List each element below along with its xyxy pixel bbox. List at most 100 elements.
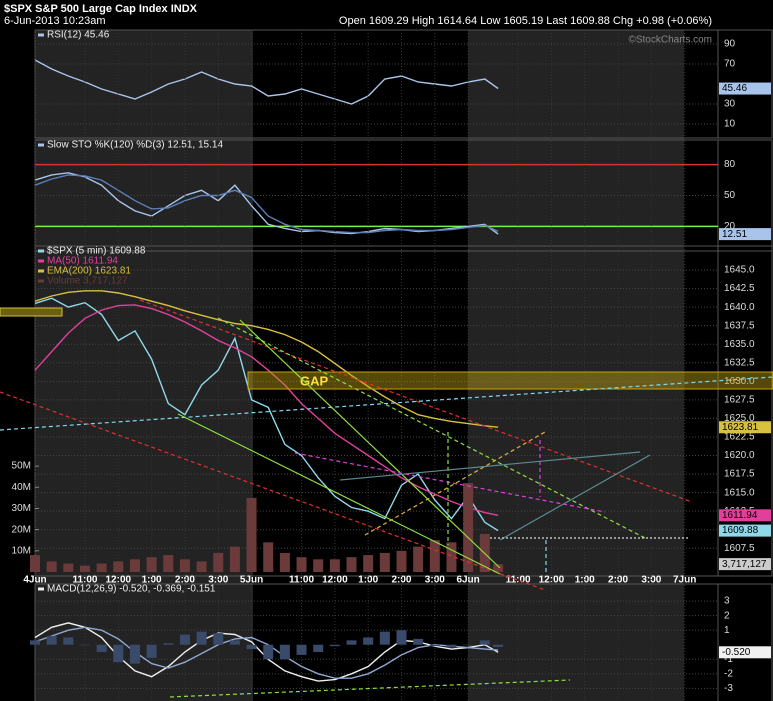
gap-zone	[247, 371, 773, 390]
bar	[429, 644, 440, 647]
last-value-box	[719, 509, 771, 522]
bar	[279, 552, 290, 572]
bar	[113, 561, 124, 572]
bar	[446, 542, 457, 572]
bar	[313, 559, 324, 572]
bar	[179, 559, 190, 572]
trendline	[239, 319, 501, 569]
y-tick-label: 1615.0	[724, 487, 755, 498]
bar	[96, 644, 107, 652]
bar	[246, 497, 257, 572]
series-line	[34, 290, 499, 428]
x-tick-label: 1:00	[575, 575, 595, 586]
trendline	[339, 451, 641, 481]
bar	[229, 640, 240, 645]
trendline	[0, 376, 773, 431]
bar	[279, 644, 290, 660]
bar	[46, 636, 57, 645]
bar	[229, 546, 240, 572]
bar	[96, 563, 107, 572]
x-tick-label: 12:00	[322, 575, 348, 586]
last-value-box	[719, 524, 771, 537]
bar	[313, 644, 324, 652]
bar	[379, 631, 390, 645]
bar	[30, 640, 40, 645]
last-value-box	[719, 646, 771, 659]
x-tick-label: 3:00	[425, 575, 445, 586]
last-value-box	[719, 228, 771, 241]
x-tick-label: 5Jun	[240, 575, 263, 586]
bar	[379, 552, 390, 572]
last-value-box	[719, 558, 771, 571]
bar	[129, 644, 140, 664]
bar	[79, 644, 90, 646]
y-tick-label: 70	[724, 59, 736, 70]
legend-entry: RSI(12) 45.46	[47, 30, 110, 41]
bar	[429, 540, 440, 572]
date: 6-Jun-2013 10:23am	[4, 15, 106, 27]
bar	[163, 643, 174, 645]
series-line	[34, 172, 499, 235]
y-tick-label: 1640.0	[724, 302, 755, 313]
y-tick-label: 1632.5	[724, 357, 755, 368]
y-tick-label: -1	[724, 654, 733, 665]
bar	[346, 640, 357, 645]
y-tick-label: 1	[724, 625, 730, 636]
legend-entry: $SPX (5 min) 1609.88	[47, 246, 146, 257]
last-value-label: 3,717,127	[722, 559, 767, 570]
x-tick-label: 7Jun	[673, 575, 696, 586]
x-tick-label: 2:00	[175, 575, 195, 586]
bar	[30, 555, 40, 572]
day-shade	[35, 30, 253, 701]
y2-tick-label: 40M	[12, 482, 31, 493]
y-tick-label: -3	[724, 683, 733, 694]
trendline	[499, 454, 651, 541]
bar	[413, 638, 424, 645]
last-value-box	[719, 82, 771, 95]
x-tick-label: 2:00	[391, 575, 411, 586]
series-line	[34, 174, 499, 234]
y2-tick-label: 10M	[12, 545, 31, 556]
bar	[213, 552, 224, 572]
x-tick-label: 4Jun	[23, 575, 46, 586]
bar	[446, 644, 457, 648]
bar	[129, 559, 140, 572]
bar	[413, 546, 424, 572]
bar	[363, 555, 374, 572]
credit: ©StockCharts.com	[628, 35, 712, 46]
y-tick-label: 1607.5	[724, 543, 755, 554]
last-value-label: 1623.81	[722, 422, 759, 433]
y2-tick-label: 20M	[12, 524, 31, 535]
title: $SPX S&P 500 Large Cap Index INDX	[4, 3, 198, 15]
bar	[246, 644, 257, 650]
y-tick-label: 90	[724, 39, 736, 50]
bar	[263, 644, 274, 660]
trendline	[0, 391, 546, 591]
legend-entry: MA(50) 1611.94	[47, 256, 118, 267]
x-tick-label: 1:00	[142, 575, 162, 586]
last-value-label: -0.520	[722, 647, 751, 658]
trendline	[294, 452, 606, 513]
y-tick-label: 1637.5	[724, 320, 755, 331]
legend-entry: MACD(12,26,9) -0.520, -0.369, -0.151	[47, 584, 216, 595]
y-tick-label: 10	[724, 119, 736, 130]
bar	[163, 555, 174, 572]
bar	[329, 559, 340, 572]
last-value-label: 1611.94	[722, 510, 758, 521]
quote: Open 1609.29 High 1614.64 Low 1605.19 La…	[339, 15, 712, 27]
bar	[329, 644, 340, 647]
x-tick-label: 12:00	[106, 575, 132, 586]
legend-entry: EMA(200) 1623.81	[47, 266, 131, 277]
y-tick-label: 1620.0	[724, 450, 755, 461]
legend-entry: Volume 3,717,127	[47, 276, 128, 287]
bar	[463, 483, 474, 572]
bar	[179, 634, 190, 645]
y-tick-label: 30	[724, 99, 736, 110]
y-tick-label: 1625.0	[724, 413, 755, 424]
bar	[63, 563, 74, 572]
bar	[196, 631, 207, 645]
last-value-label: 12.51	[722, 229, 747, 240]
series-line	[34, 59, 499, 105]
y-tick-label: 1635.0	[724, 339, 755, 350]
y-tick-label: 1622.5	[724, 432, 755, 443]
